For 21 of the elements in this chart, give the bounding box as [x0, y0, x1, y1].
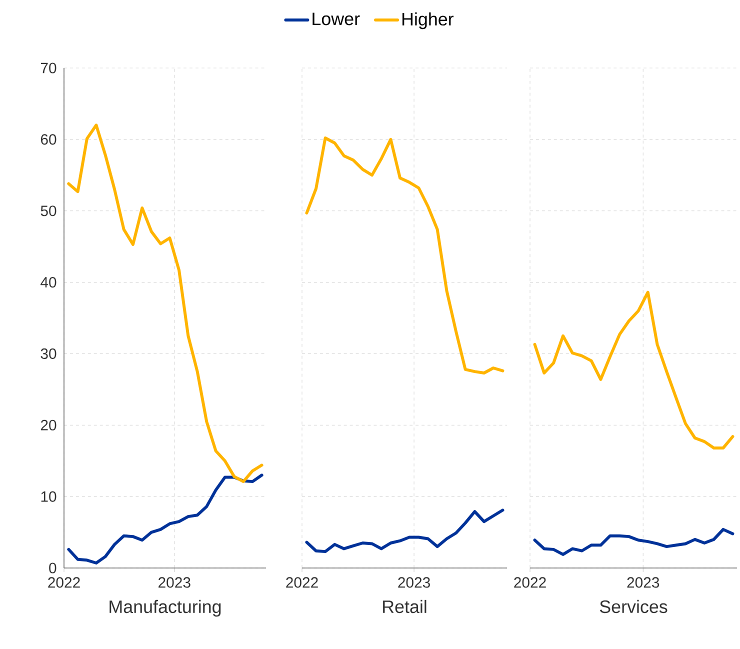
- x-axis-title: Retail: [383, 600, 426, 614]
- x-tick-label: 2022: [514, 577, 546, 588]
- legend-label: Higher: [402, 12, 454, 30]
- y-tick-label: 10: [41, 491, 56, 502]
- y-tick-label: 40: [40, 276, 56, 288]
- y-tick-label: 30: [40, 348, 56, 359]
- x-tick-label: 2022: [286, 577, 318, 588]
- y-tick-label: 0: [49, 562, 56, 574]
- x-axis-title: Services: [600, 600, 668, 614]
- x-tick-label: 2023: [158, 577, 190, 588]
- legend-label: Lower: [312, 12, 360, 26]
- x-tick-label: 2022: [48, 577, 80, 588]
- x-tick-label: 2023: [627, 577, 660, 588]
- y-tick-label: 20: [40, 420, 56, 430]
- y-tick-label: 50: [40, 206, 56, 216]
- x-axis-title: Manufacturing: [110, 600, 221, 617]
- line-series: [67, 124, 264, 484]
- y-tick-label: 70: [40, 62, 56, 74]
- x-tick-label: 2023: [398, 577, 430, 588]
- line-series: [67, 474, 264, 564]
- y-tick-label: 60: [40, 134, 56, 145]
